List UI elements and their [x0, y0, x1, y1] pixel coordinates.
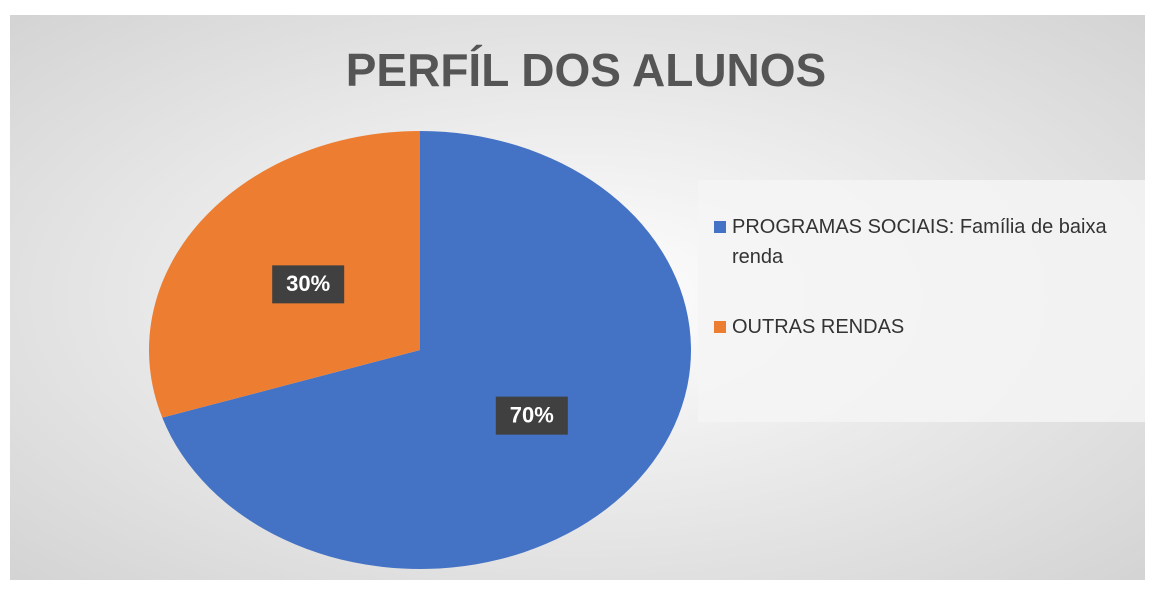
data-label: 70%: [510, 402, 554, 427]
data-label-box: [495, 396, 568, 435]
pie: 70% 30%: [148, 131, 691, 569]
pie-slice: [162, 131, 691, 569]
legend-label: OUTRAS RENDAS: [732, 316, 905, 338]
legend-swatch: [714, 321, 726, 333]
data-label-box: [272, 265, 345, 304]
data-label: 30%: [286, 271, 330, 296]
chart-title: PERFÍL DOS ALUNOS: [346, 44, 826, 96]
legend-item: PROGRAMAS SOCIAIS: Família de baixa rend…: [714, 212, 1135, 272]
legend: PROGRAMAS SOCIAIS: Família de baixa rend…: [698, 180, 1145, 422]
legend-item: OUTRAS RENDAS: [714, 312, 1135, 342]
legend-label: PROGRAMAS SOCIAIS: Família de baixa rend…: [732, 216, 1107, 268]
legend-swatch: [714, 221, 726, 233]
